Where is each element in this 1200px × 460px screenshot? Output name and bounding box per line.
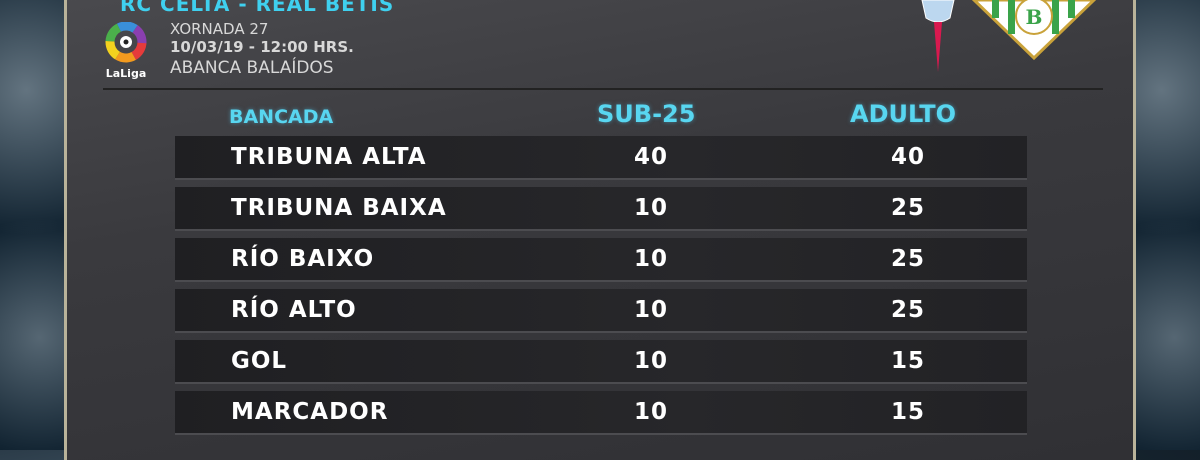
background-photo-right [1136, 0, 1200, 450]
price-adult: 15 [890, 399, 925, 425]
table-row: RÍO ALTO 10 25 [175, 289, 1027, 333]
column-header-adult: ADULTO [850, 100, 957, 128]
price-sub25: 10 [633, 195, 668, 221]
table-row: TRIBUNA ALTA 40 40 [175, 136, 1027, 180]
background-photo-left [0, 0, 66, 450]
svg-text:B: B [1026, 5, 1043, 29]
matchday: XORNADA 27 [170, 20, 269, 38]
stand-name: RÍO ALTO [231, 297, 357, 323]
betis-crest: B [972, 0, 1096, 60]
table-row: RÍO BAIXO 10 25 [175, 238, 1027, 282]
price-adult: 25 [890, 195, 925, 221]
price-sub25: 10 [633, 297, 668, 323]
price-sub25: 10 [633, 399, 668, 425]
price-sub25: 40 [633, 144, 668, 170]
match-datetime: 10/03/19 - 12:00 HRS. [170, 38, 354, 56]
stand-name: MARCADOR [231, 399, 389, 425]
stand-name: TRIBUNA ALTA [231, 144, 427, 170]
table-row: TRIBUNA BAIXA 10 25 [175, 187, 1027, 231]
stand-name: TRIBUNA BAIXA [231, 195, 447, 221]
table-row: GOL 10 15 [175, 340, 1027, 384]
price-adult: 15 [890, 348, 925, 374]
celta-crest [921, 0, 955, 72]
laliga-logo: LaLiga [105, 22, 147, 80]
price-adult: 40 [890, 144, 925, 170]
stand-name: GOL [231, 348, 288, 374]
price-adult: 25 [890, 246, 925, 272]
svg-text:LaLiga: LaLiga [106, 67, 147, 80]
divider [103, 88, 1103, 90]
table-row: MARCADOR 10 15 [175, 391, 1027, 435]
price-sub25: 10 [633, 348, 668, 374]
price-sub25: 10 [633, 246, 668, 272]
column-header-stand: BANCADA [229, 106, 334, 128]
stand-name: RÍO BAIXO [231, 246, 375, 272]
match-title: RC CELTA - REAL BETIS [120, 0, 395, 16]
stadium: ABANCA BALAÍDOS [170, 58, 334, 78]
price-adult: 25 [890, 297, 925, 323]
column-header-sub25: SUB-25 [597, 100, 696, 128]
